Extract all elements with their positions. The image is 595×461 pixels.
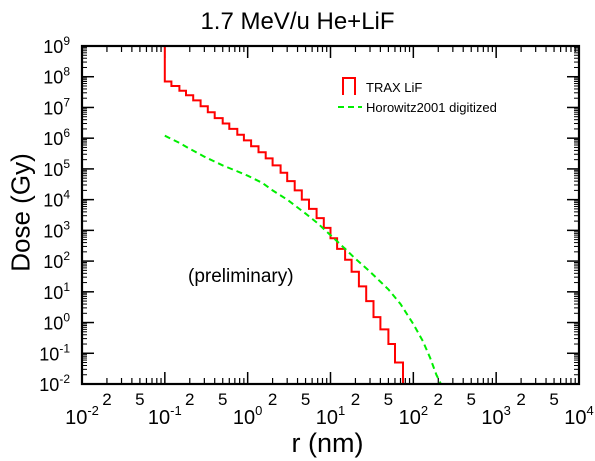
legend-label-horowitz: Horowitz2001 digitized bbox=[366, 100, 497, 115]
x-axis-label: r (nm) bbox=[291, 428, 364, 458]
plot-frame bbox=[80, 44, 581, 386]
y-tick-label: 101 bbox=[43, 280, 70, 303]
x-minor-label: 5 bbox=[301, 390, 310, 409]
x-minor-label: 2 bbox=[185, 390, 194, 409]
plot-series bbox=[82, 45, 579, 385]
x-minor-label: 5 bbox=[384, 390, 393, 409]
chart-title: 1.7 MeV/u He+LiF bbox=[200, 8, 395, 35]
y-tick-label: 106 bbox=[43, 126, 70, 149]
legend-swatch-trax bbox=[342, 77, 356, 95]
y-tick-label: 105 bbox=[43, 157, 70, 180]
y-tick-label: 102 bbox=[43, 249, 70, 272]
x-tick-label: 102 bbox=[399, 403, 428, 429]
y-axis-label: Dose (Gy) bbox=[5, 153, 36, 272]
y-tick-label: 10-2 bbox=[39, 372, 70, 395]
x-minor-label: 2 bbox=[516, 390, 525, 409]
y-tick-label: 109 bbox=[43, 34, 70, 57]
y-tick-label: 108 bbox=[43, 65, 70, 88]
legend: TRAX LiF Horowitz2001 digitized bbox=[338, 77, 497, 115]
y-tick-label: 100 bbox=[43, 311, 70, 334]
annotation-preliminary: (preliminary) bbox=[188, 266, 294, 287]
legend-label-trax: TRAX LiF bbox=[366, 80, 422, 95]
x-minor-label: 5 bbox=[135, 390, 144, 409]
y-tick-label: 104 bbox=[43, 188, 70, 211]
x-minor-label: 2 bbox=[102, 390, 111, 409]
x-tick-label: 103 bbox=[481, 403, 510, 429]
x-minor-label: 2 bbox=[268, 390, 277, 409]
x-minor-label: 2 bbox=[351, 390, 360, 409]
x-minor-label: 2 bbox=[434, 390, 443, 409]
series-line-0 bbox=[82, 45, 579, 385]
y-tick-label: 107 bbox=[43, 95, 70, 118]
axes-ticks bbox=[81, 45, 580, 385]
x-minor-label: 5 bbox=[549, 390, 558, 409]
x-tick-label: 100 bbox=[233, 403, 262, 429]
series-line-1 bbox=[164, 134, 442, 385]
x-tick-label: 10-2 bbox=[65, 403, 99, 429]
y-tick-label: 103 bbox=[43, 218, 70, 241]
x-minor-label: 5 bbox=[466, 390, 475, 409]
x-tick-label: 101 bbox=[316, 403, 345, 429]
x-minor-label: 5 bbox=[218, 390, 227, 409]
y-tick-label: 10-1 bbox=[39, 341, 70, 364]
x-tick-label: 104 bbox=[564, 403, 593, 429]
x-tick-label: 10-1 bbox=[148, 403, 182, 429]
